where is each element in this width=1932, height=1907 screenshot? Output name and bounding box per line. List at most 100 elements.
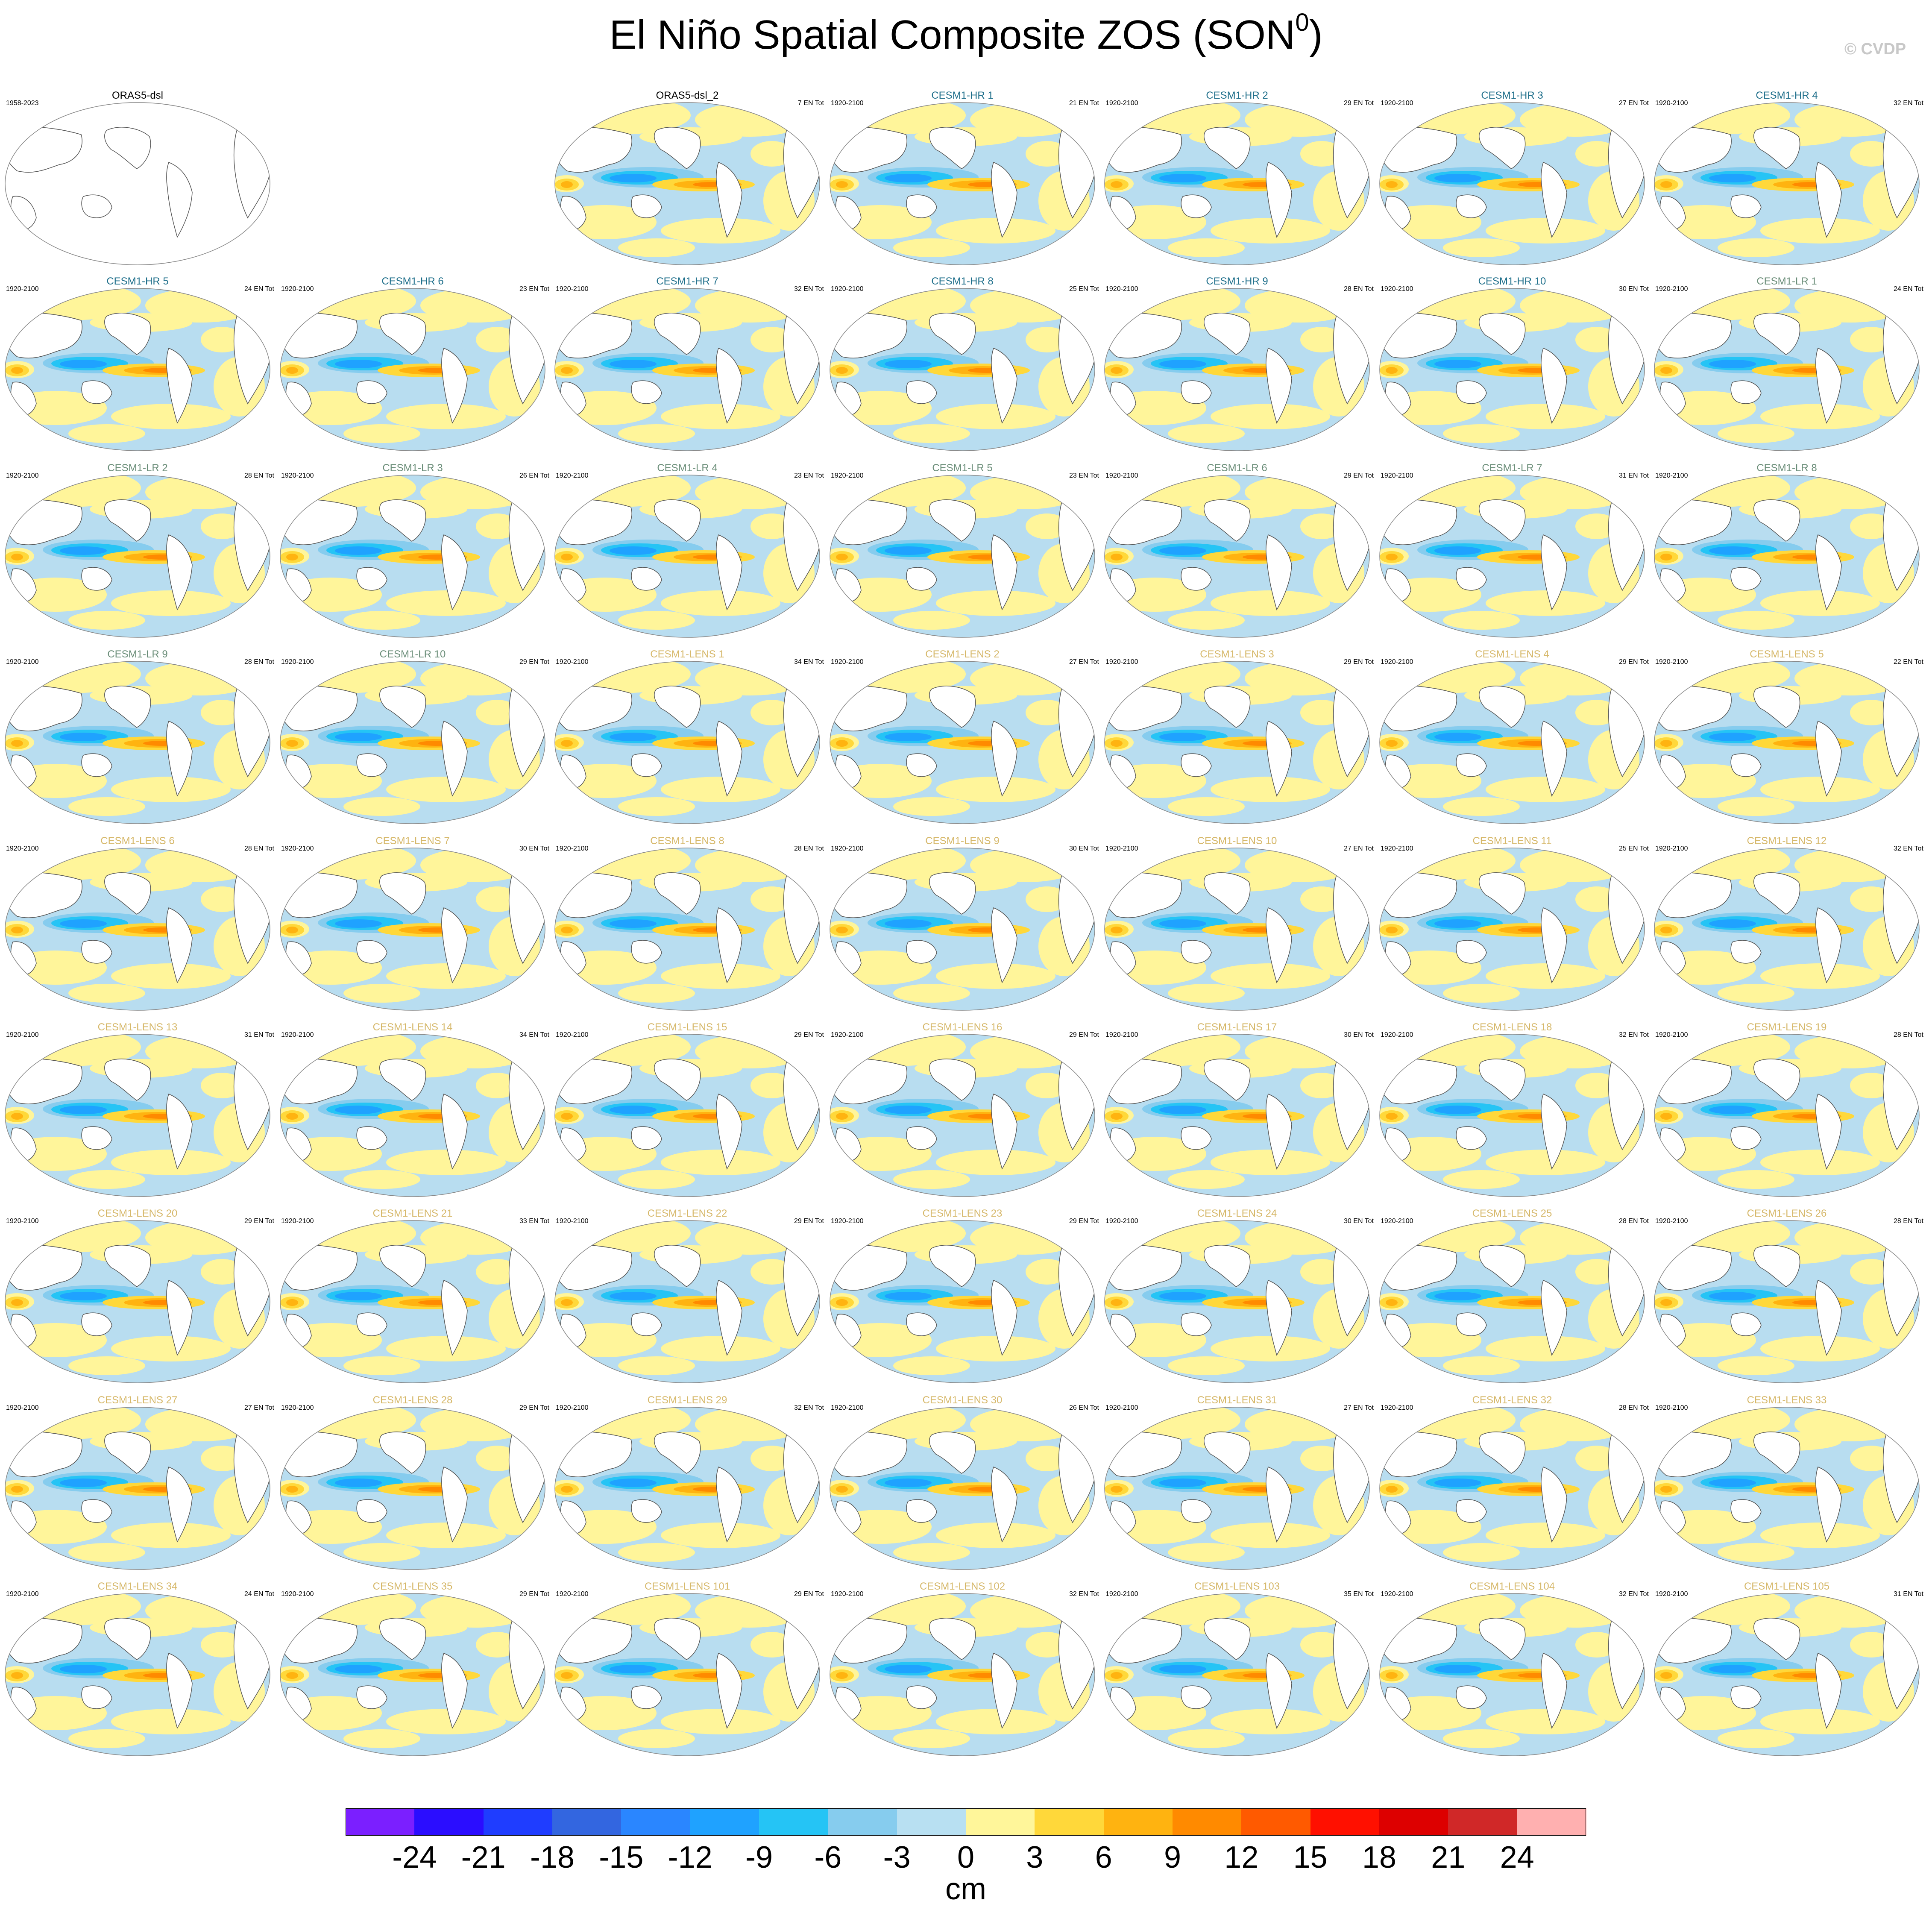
positive-anomaly-region — [1300, 1073, 1343, 1098]
land-mass — [716, 162, 742, 238]
world-map — [1104, 475, 1370, 638]
positive-anomaly-region — [1760, 590, 1880, 616]
map-outline — [1654, 475, 1920, 638]
map-outline — [1379, 1034, 1645, 1197]
panel-years: 1920-2100 — [6, 285, 39, 293]
equatorial-anomaly — [1660, 181, 1672, 188]
panel-title: CESM1-LENS 103 — [1194, 1581, 1280, 1592]
positive-anomaly-region — [1026, 886, 1068, 912]
equatorial-anomaly — [610, 1292, 657, 1300]
positive-anomaly-region — [893, 797, 970, 816]
positive-anomaly-region — [751, 327, 793, 352]
world-map — [5, 1220, 270, 1383]
land-mass — [356, 567, 387, 591]
panel-title: CESM1-LENS 11 — [1472, 835, 1552, 847]
equatorial-anomaly — [11, 1486, 23, 1493]
panel-event-count: 30 EN Tot — [1344, 1031, 1374, 1039]
panel-years: 1920-2100 — [6, 845, 39, 852]
positive-anomaly-region — [618, 238, 695, 257]
equatorial-anomaly — [1434, 919, 1481, 928]
equatorial-anomaly — [335, 1479, 382, 1487]
panel-title: CESM1-HR 7 — [656, 276, 718, 287]
map-outline — [1654, 661, 1920, 824]
positive-anomaly-region — [1300, 886, 1343, 912]
land-mass — [1266, 1467, 1292, 1543]
equatorial-anomaly — [1434, 174, 1481, 182]
map-panel: CESM1-LENS 17 1920-2100 30 EN Tot — [1099, 1021, 1375, 1208]
positive-anomaly-region — [1300, 700, 1343, 725]
map-outline — [280, 1407, 545, 1570]
positive-anomaly-region — [476, 1073, 519, 1098]
positive-anomaly-region — [1850, 700, 1893, 725]
panel-years: 1920-2100 — [281, 285, 314, 293]
land-mass — [81, 567, 112, 591]
land-mass — [81, 1499, 112, 1523]
land-mass — [654, 1618, 701, 1660]
positive-anomaly-region — [1300, 1259, 1343, 1285]
land-mass — [379, 1618, 426, 1660]
equatorial-anomaly — [1709, 733, 1756, 741]
equatorial-anomaly — [610, 1665, 657, 1673]
positive-anomaly-region — [1443, 1543, 1520, 1562]
world-map — [1379, 475, 1645, 638]
land-mass — [906, 194, 937, 218]
positive-anomaly-region — [1026, 1632, 1068, 1658]
equatorial-anomaly — [335, 919, 382, 928]
equatorial-anomaly — [1159, 919, 1206, 928]
map-panel: CESM1-LR 1 1920-2100 24 EN Tot — [1649, 276, 1924, 462]
panel-years: 1920-2100 — [1105, 100, 1138, 107]
equatorial-anomaly — [1709, 360, 1756, 368]
positive-anomaly-region — [1168, 424, 1245, 443]
equatorial-anomaly — [610, 360, 657, 368]
panel-years: 1920-2100 — [556, 1218, 589, 1225]
positive-anomaly-region — [1443, 238, 1520, 257]
positive-anomaly-region — [1575, 1073, 1618, 1098]
equatorial-anomaly — [561, 554, 573, 560]
panel-title: CESM1-LENS 23 — [922, 1208, 1003, 1219]
positive-anomaly-region — [1850, 327, 1893, 352]
positive-anomaly-region — [1850, 1073, 1893, 1098]
map-outline — [1104, 475, 1370, 638]
panel-event-count: 30 EN Tot — [519, 845, 549, 852]
equatorial-anomaly — [1159, 1479, 1206, 1487]
positive-anomaly-region — [111, 963, 231, 989]
map-outline — [830, 1034, 1095, 1197]
land-mass — [1730, 567, 1762, 591]
map-outline — [554, 288, 820, 451]
map-panel: CESM1-LR 3 1920-2100 26 EN Tot — [275, 462, 550, 648]
land-mass — [654, 872, 701, 915]
equatorial-anomaly — [335, 1106, 382, 1114]
land-mass — [929, 313, 976, 355]
world-map — [1379, 661, 1645, 824]
map-outline — [1379, 102, 1645, 265]
equatorial-anomaly — [11, 740, 23, 747]
panel-event-count: 25 EN Tot — [1069, 285, 1099, 293]
equatorial-anomaly — [885, 919, 932, 928]
panel-event-count: 29 EN Tot — [1344, 658, 1374, 666]
map-outline — [830, 1593, 1095, 1756]
positive-anomaly-region — [111, 590, 231, 616]
land-mass — [906, 1685, 937, 1709]
positive-anomaly-region — [68, 1729, 145, 1748]
positive-anomaly-region — [1718, 611, 1794, 630]
world-map — [830, 848, 1095, 1011]
panel-years: 1920-2100 — [1105, 658, 1138, 666]
land-mass — [1815, 721, 1842, 797]
panel-years: 1920-2100 — [1655, 1404, 1688, 1411]
map-outline — [830, 661, 1095, 824]
map-outline — [1654, 1220, 1920, 1383]
land-mass — [81, 194, 112, 218]
positive-anomaly-region — [1443, 611, 1520, 630]
panel-event-count: 24 EN Tot — [244, 1590, 274, 1598]
panel-title: CESM1-HR 4 — [1756, 90, 1818, 101]
positive-anomaly-region — [661, 1336, 780, 1361]
positive-anomaly-region — [751, 141, 793, 167]
panel-event-count: 29 EN Tot — [519, 1404, 549, 1411]
positive-anomaly-region — [1718, 424, 1794, 443]
land-mass — [81, 753, 112, 777]
panel-event-count: 27 EN Tot — [1069, 658, 1099, 666]
equatorial-anomaly — [1111, 1486, 1123, 1493]
map-outline — [554, 102, 820, 265]
panel-event-count: 32 EN Tot — [1894, 100, 1923, 107]
panel-years: 1920-2100 — [831, 1031, 864, 1039]
